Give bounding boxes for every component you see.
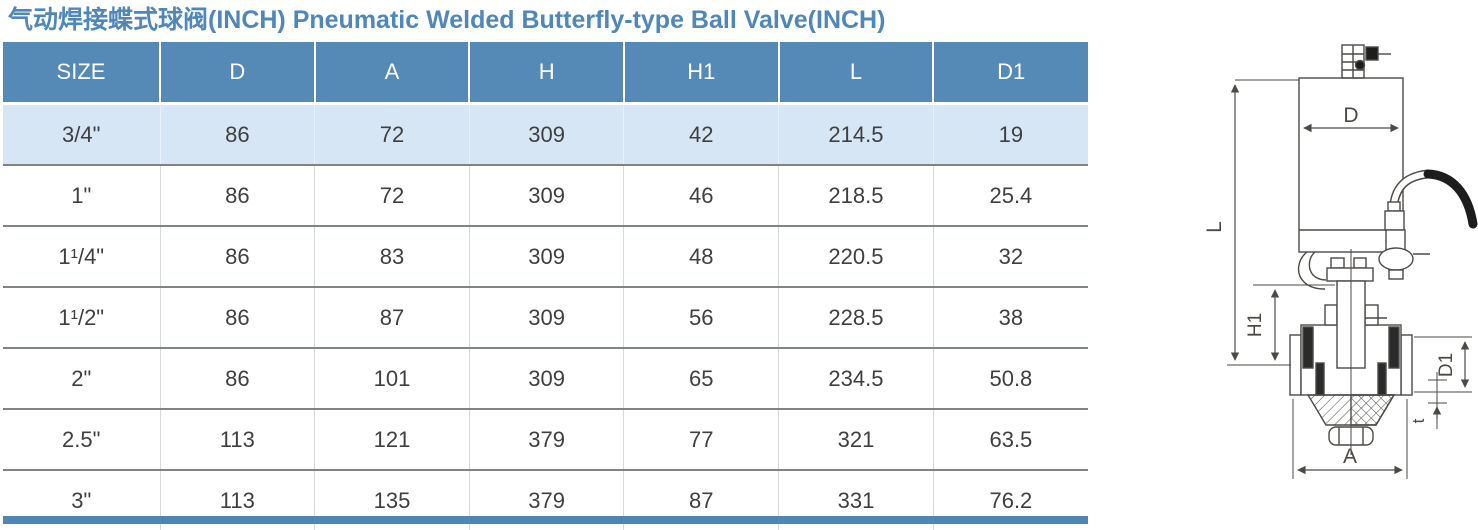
size-cell: 2" (3, 348, 160, 409)
table-cell: 121 (315, 409, 470, 470)
table-header-cell: H1 (624, 42, 779, 104)
table-header-cell: H (469, 42, 624, 104)
table-cell: 228.5 (779, 287, 934, 348)
table-cell: 19 (933, 104, 1088, 166)
air-hose (1394, 174, 1473, 224)
table-cell: 309 (469, 348, 624, 409)
table-cell: 32 (933, 226, 1088, 287)
table-cell: 77 (624, 409, 779, 470)
table-header-cell: SIZE (3, 42, 160, 104)
size-cell: 3/4" (3, 104, 160, 166)
dim-label-D1: D1 (1436, 353, 1457, 377)
table-cell: 86 (160, 104, 315, 166)
table-cell: 220.5 (779, 226, 934, 287)
dim-label-L: L (1203, 221, 1226, 233)
table-cell: 83 (315, 226, 470, 287)
dim-label-A: A (1343, 445, 1357, 468)
table-cell: 48 (624, 226, 779, 287)
dim-label-H1: H1 (1245, 313, 1266, 337)
table-cell: 56 (624, 287, 779, 348)
size-cell: 1" (3, 165, 160, 226)
table-cell: 214.5 (779, 104, 934, 166)
table-cell: 87 (315, 287, 470, 348)
table-cell: 86 (160, 287, 315, 348)
dim-label-t: t (1409, 418, 1428, 423)
table-header-cell: L (779, 42, 934, 104)
table-cell: 65 (624, 348, 779, 409)
hose-fitting (1379, 202, 1430, 279)
table-cell: 38 (933, 287, 1088, 348)
table-cell: 309 (469, 287, 624, 348)
table-cell: 50.8 (933, 348, 1088, 409)
valve-technical-drawing: D L H1 D1 t A (1158, 27, 1478, 527)
table-cell: 72 (315, 165, 470, 226)
solenoid-fitting-icon (1342, 45, 1391, 78)
table-cell: 42 (624, 104, 779, 166)
table-cell: 321 (779, 409, 934, 470)
table-cell: 309 (469, 165, 624, 226)
dimension-t (1428, 372, 1447, 429)
table-cell: 309 (469, 104, 624, 166)
table-cell: 309 (469, 226, 624, 287)
table-cell: 86 (160, 226, 315, 287)
size-cell: 1¹/2" (3, 287, 160, 348)
size-cell: 2.5" (3, 409, 160, 470)
table-cell: 86 (160, 165, 315, 226)
table-header-cell: A (315, 42, 470, 104)
bottom-accent-bar (3, 516, 1088, 524)
table-cell: 379 (469, 409, 624, 470)
valve-body (1290, 249, 1412, 455)
page-title: 气动焊接蝶式球阀(INCH) Pneumatic Welded Butterfl… (8, 0, 885, 36)
dim-label-D: D (1343, 104, 1358, 127)
table-cell: 72 (315, 104, 470, 166)
table-cell: 101 (315, 348, 470, 409)
table-cell: 218.5 (779, 165, 934, 226)
table-cell: 113 (160, 409, 315, 470)
table-header-cell: D1 (933, 42, 1088, 104)
table-cell: 46 (624, 165, 779, 226)
size-cell: 1¹/4" (3, 226, 160, 287)
table-cell: 25.4 (933, 165, 1088, 226)
table-header-cell: D (160, 42, 315, 104)
table-cell: 63.5 (933, 409, 1088, 470)
table-cell: 234.5 (779, 348, 934, 409)
table-cell: 86 (160, 348, 315, 409)
